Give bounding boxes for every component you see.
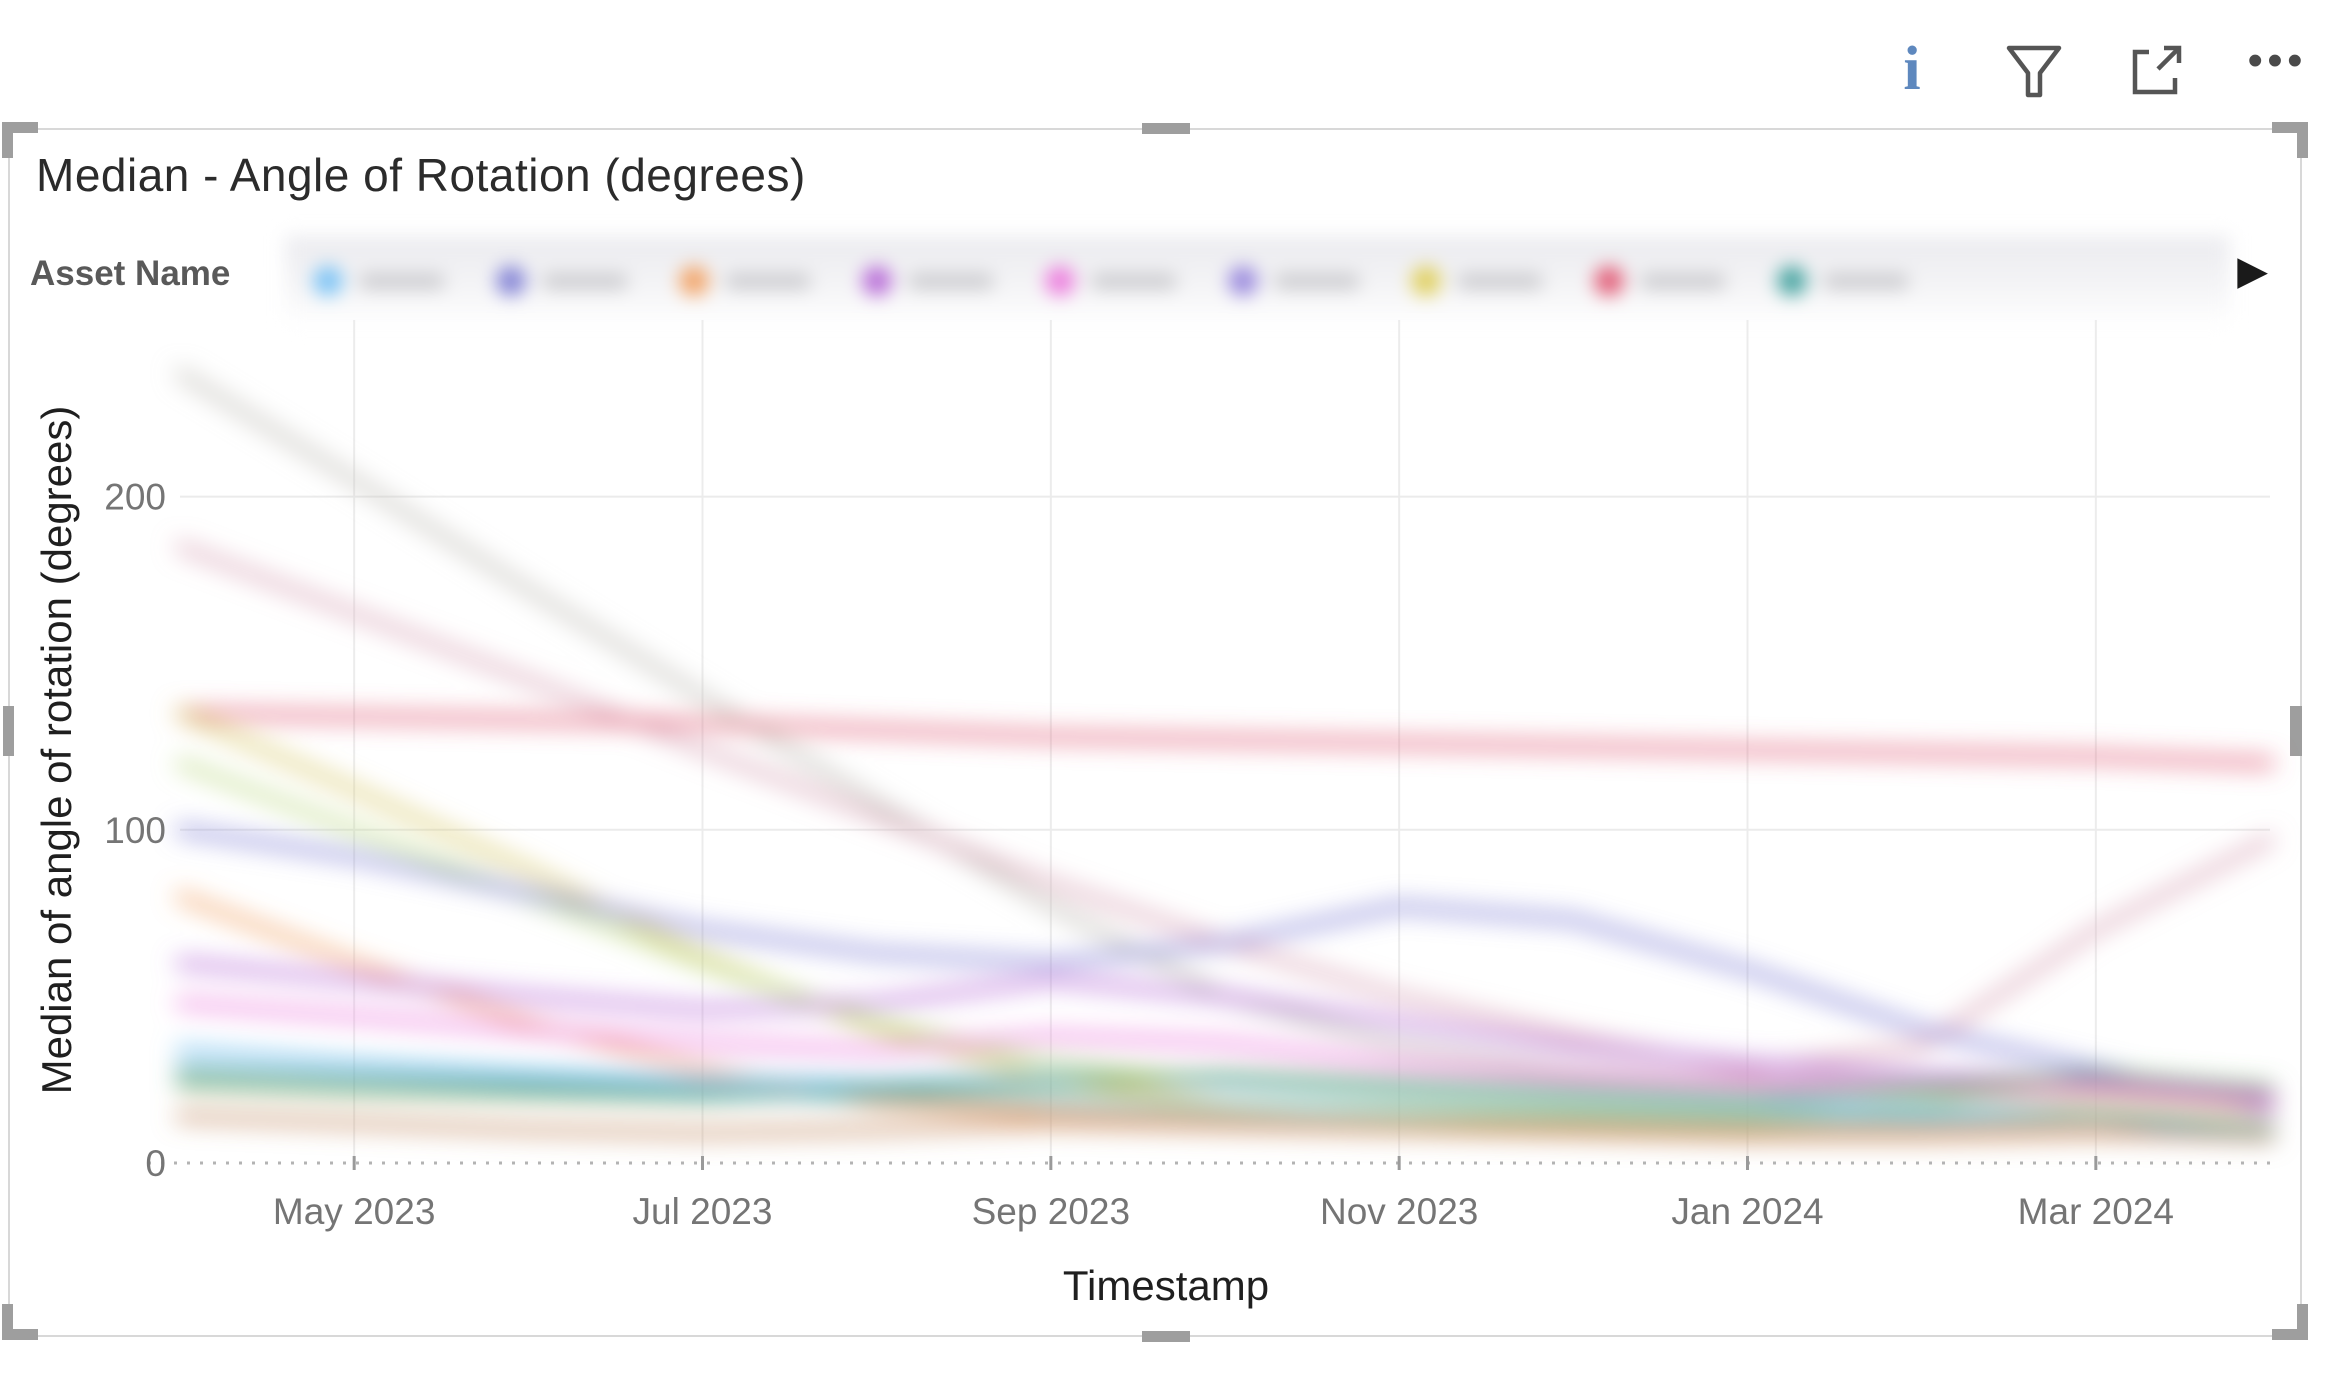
legend-dot-icon	[1777, 266, 1807, 296]
legend-dot-icon	[862, 266, 892, 296]
focus-mode-button[interactable]	[2124, 39, 2188, 103]
legend-items-redacted[interactable]	[285, 236, 2230, 326]
info-icon: i	[1903, 35, 1921, 103]
resize-handle-right-middle[interactable]	[2290, 706, 2302, 756]
legend-label-redacted	[1274, 273, 1360, 289]
legend-label-redacted	[1091, 273, 1177, 289]
legend-label-redacted	[725, 273, 811, 289]
legend-item[interactable]	[1045, 266, 1228, 296]
resize-handle-bottom-left[interactable]	[2, 1304, 38, 1340]
legend-item[interactable]	[496, 266, 679, 296]
resize-handle-top-right[interactable]	[2272, 122, 2308, 158]
svg-text:Sep 2023: Sep 2023	[972, 1191, 1130, 1232]
legend-dot-icon	[1045, 266, 1075, 296]
x-axis-dotted-line	[148, 1156, 2278, 1170]
svg-text:100: 100	[104, 810, 166, 851]
svg-text:May 2023: May 2023	[273, 1191, 436, 1232]
legend-dot-icon	[1411, 266, 1441, 296]
resize-handle-top-middle[interactable]	[1142, 123, 1190, 134]
legend-item[interactable]	[313, 266, 496, 296]
legend-label-redacted	[1640, 273, 1726, 289]
x-axis-title: Timestamp	[1062, 1262, 1270, 1309]
legend-dot-icon	[1594, 266, 1624, 296]
legend-title: Asset Name	[30, 254, 231, 293]
resize-handle-bottom-right[interactable]	[2272, 1304, 2308, 1340]
legend-dot-icon	[679, 266, 709, 296]
legend-dot-icon	[496, 266, 526, 296]
legend-dot-icon	[1228, 266, 1258, 296]
legend-label-redacted	[359, 273, 445, 289]
legend-item[interactable]	[1594, 266, 1777, 296]
blurred-series-lines	[175, 368, 2275, 1142]
legend: Asset Name ▶	[30, 236, 2280, 326]
svg-text:Jul 2023: Jul 2023	[633, 1191, 773, 1232]
legend-label-redacted	[1457, 273, 1543, 289]
svg-text:200: 200	[104, 477, 166, 518]
legend-next-arrow-icon[interactable]: ▶	[2231, 250, 2274, 292]
svg-text:Nov 2023: Nov 2023	[1320, 1191, 1478, 1232]
resize-handle-bottom-middle[interactable]	[1142, 1331, 1190, 1342]
legend-dot-icon	[313, 266, 343, 296]
legend-item[interactable]	[1411, 266, 1594, 296]
filter-button[interactable]	[2002, 39, 2066, 103]
legend-item[interactable]	[1228, 266, 1411, 296]
more-options-button[interactable]: • • •	[2246, 39, 2310, 103]
focus-mode-icon	[2132, 45, 2182, 95]
legend-label-redacted	[1823, 273, 1909, 289]
axis-tick-labels: May 2023 Jul 2023 Sep 2023 Nov 2023 Jan 2024…	[104, 477, 2174, 1232]
legend-label-redacted	[908, 273, 994, 289]
legend-item[interactable]	[1777, 266, 1960, 296]
resize-handle-left-middle[interactable]	[3, 706, 14, 756]
legend-label-redacted	[542, 273, 628, 289]
svg-text:Mar 2024: Mar 2024	[2018, 1191, 2174, 1232]
legend-item[interactable]	[862, 266, 1045, 296]
y-axis-title: Median of angle of rotation (degrees)	[33, 405, 80, 1095]
legend-item[interactable]	[679, 266, 862, 296]
svg-text:0: 0	[145, 1143, 166, 1184]
info-button[interactable]: i	[1880, 35, 1944, 103]
visual-toolbar: i • • •	[1790, 28, 2310, 114]
resize-handle-top-left[interactable]	[2, 122, 38, 158]
funnel-icon	[2006, 45, 2062, 98]
visual-title: Median - Angle of Rotation (degrees)	[36, 149, 806, 201]
svg-text:Jan 2024: Jan 2024	[1671, 1191, 1823, 1232]
